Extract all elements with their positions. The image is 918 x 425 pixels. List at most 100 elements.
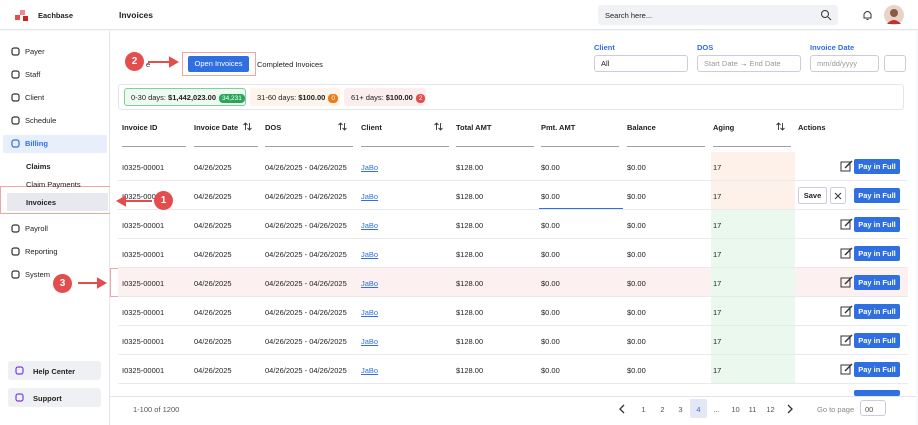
invoice-date-input[interactable]: mm/dd/yyyy <box>810 55 879 72</box>
header-underline <box>265 146 353 147</box>
nav-item[interactable]: Payer <box>25 47 45 56</box>
page-number[interactable]: 2 <box>660 405 665 414</box>
page-number[interactable]: 4 <box>696 405 701 414</box>
table-cell: 17 <box>713 279 722 288</box>
invoices-active-bg <box>7 193 108 211</box>
avatar[interactable] <box>884 5 904 25</box>
prev-page[interactable] <box>619 404 626 414</box>
table-cell: $0.00 <box>541 308 560 317</box>
aging-chip[interactable]: 61+ days: $100.00 2 <box>344 88 426 106</box>
table-cell: $0.00 <box>627 221 646 230</box>
edit-icon[interactable] <box>839 274 855 291</box>
aging-cell <box>711 326 795 354</box>
tab[interactable] <box>188 56 249 72</box>
export-button[interactable] <box>884 55 906 72</box>
search-placeholder: Search here... <box>605 11 653 20</box>
nav-item[interactable]: Payroll <box>25 224 48 233</box>
edit-icon[interactable] <box>839 245 855 262</box>
annotation-marker: 3 <box>53 274 72 293</box>
pay-button[interactable]: Pay in Full <box>854 246 900 261</box>
page-number[interactable]: 10 <box>731 405 740 414</box>
table-cell: I0325-00001 <box>122 308 165 317</box>
nav-item[interactable]: Billing <box>25 139 48 148</box>
pay-button[interactable]: Pay in Full <box>854 188 900 203</box>
pay-button[interactable]: Pay in Full <box>854 304 900 319</box>
edit-icon[interactable] <box>839 332 855 349</box>
page-number[interactable]: 1 <box>641 405 646 414</box>
filter-label: Client <box>594 43 615 52</box>
nav-item[interactable]: Staff <box>25 70 41 79</box>
edit-icon[interactable] <box>839 158 855 175</box>
sort-icon[interactable] <box>243 122 252 131</box>
aging-cell <box>711 210 795 238</box>
aging-cell <box>711 181 795 209</box>
client-link[interactable]: JaBo <box>361 366 379 375</box>
save-button[interactable]: Save <box>798 187 827 204</box>
page-size-select[interactable]: 00 <box>860 400 886 416</box>
tab-label[interactable]: Open Invoices <box>194 59 243 68</box>
chip-amount: $1,442,023.00 <box>168 93 216 102</box>
aging-chip[interactable]: 0-30 days: $1,442,023.00 34,231 <box>124 88 246 106</box>
bell-icon[interactable] <box>862 9 873 21</box>
client-link[interactable]: JaBo <box>361 279 379 288</box>
nav-subitem[interactable]: Claims <box>26 162 51 171</box>
search-box[interactable]: Search here... <box>598 5 838 25</box>
tab[interactable]: Completed Invoices <box>257 60 323 69</box>
table-cell: $128.00 <box>456 250 484 259</box>
page-number[interactable]: ... <box>713 405 720 414</box>
sort-icon[interactable] <box>338 122 347 131</box>
edit-icon[interactable] <box>839 303 855 320</box>
nav-item[interactable]: System <box>25 270 51 279</box>
pay-button[interactable]: Pay in Full <box>854 217 900 232</box>
table-cell: 04/26/2025 - 04/26/2025 <box>265 366 347 375</box>
table-row <box>118 210 908 239</box>
table-row <box>118 297 908 326</box>
nav-subitem[interactable]: Invoices <box>26 198 57 207</box>
page-number[interactable]: 3 <box>678 405 683 414</box>
nav-item[interactable]: Client <box>25 93 45 102</box>
footer-label[interactable]: Help Center <box>33 367 76 376</box>
edit-icon[interactable] <box>839 216 855 233</box>
client-link[interactable]: JaBo <box>361 308 379 317</box>
client-link[interactable]: JaBo <box>361 337 379 346</box>
nav-item[interactable]: Reporting <box>25 247 58 256</box>
cancel-button[interactable] <box>830 187 846 204</box>
client-link[interactable]: JaBo <box>361 192 379 201</box>
aging-chip[interactable]: 31-60 days: $100.00 0 <box>250 88 340 106</box>
client-link[interactable]: JaBo <box>361 250 379 259</box>
edit-icon[interactable] <box>839 361 855 378</box>
chip-count: 2 <box>415 94 426 103</box>
pay-button[interactable]: Pay in Full <box>854 275 900 290</box>
table-cell: $0.00 <box>627 337 646 346</box>
footer-button[interactable] <box>8 361 101 380</box>
page-number[interactable]: 11 <box>748 405 757 414</box>
header-underline <box>361 146 449 147</box>
sort-icon[interactable] <box>434 122 443 131</box>
table-cell: $0.00 <box>627 366 646 375</box>
pay-button[interactable]: Pay in Full <box>854 159 900 174</box>
table-cell: $128.00 <box>456 163 484 172</box>
table-cell: $0.00 <box>541 163 560 172</box>
table-cell: 04/26/2025 <box>194 308 232 317</box>
nav-subitem[interactable]: Claim Payments <box>26 180 81 189</box>
pay-button[interactable]: Pay in Full <box>854 362 900 377</box>
table-row <box>118 355 908 384</box>
next-page[interactable] <box>787 404 794 414</box>
footer-label[interactable]: Support <box>33 394 62 403</box>
dos-range[interactable]: Start Date → End Date <box>697 55 801 72</box>
pay-button[interactable]: Pay in Full <box>854 333 900 348</box>
header-underline <box>456 146 534 147</box>
table-cell: $0.00 <box>541 192 560 201</box>
table-cell: $0.00 <box>627 250 646 259</box>
footer-button[interactable] <box>8 388 101 407</box>
nav-item[interactable]: Schedule <box>25 116 57 125</box>
table-cell: $0.00 <box>627 308 646 317</box>
client-select[interactable]: All <box>594 55 688 72</box>
icon <box>15 393 24 402</box>
page-number[interactable]: 12 <box>766 405 775 414</box>
sort-icon[interactable] <box>776 122 785 131</box>
tab[interactable]: e <box>146 60 151 69</box>
client-link[interactable]: JaBo <box>361 163 379 172</box>
pay-button[interactable] <box>854 390 900 396</box>
client-link[interactable]: JaBo <box>361 221 379 230</box>
